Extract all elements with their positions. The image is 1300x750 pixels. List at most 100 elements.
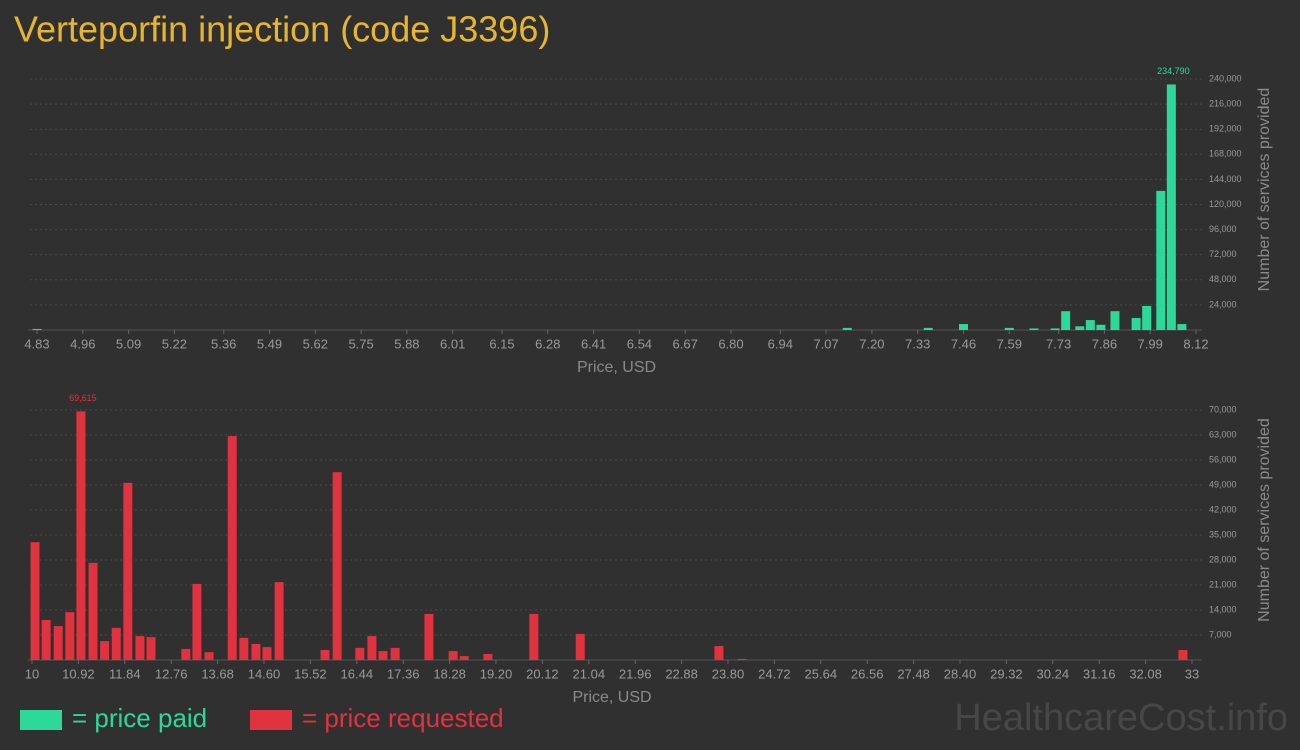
x-tick-label: 24.72	[758, 666, 791, 681]
x-tick-label: 7.20	[859, 336, 884, 351]
x-tick-label: 14.60	[248, 666, 281, 681]
bar	[1156, 190, 1166, 330]
bar	[1061, 311, 1071, 330]
x-tick-label: 18.28	[433, 666, 466, 681]
y-tick-label: 56,000	[1209, 454, 1237, 464]
y-tick-label: 49,000	[1209, 479, 1237, 489]
bar	[390, 647, 400, 660]
bar	[1142, 305, 1152, 330]
bar	[378, 651, 388, 660]
data-label: 234,790	[1157, 66, 1190, 76]
bar	[65, 612, 75, 660]
y-tick-label: 28,000	[1209, 554, 1237, 564]
bar	[88, 562, 98, 660]
bar	[204, 652, 214, 660]
x-tick-label: 11.84	[109, 666, 141, 681]
bar	[1004, 327, 1014, 330]
y-tick-label: 96,000	[1209, 224, 1237, 234]
y-tick-label: 120,000	[1209, 199, 1242, 209]
bar	[227, 436, 237, 660]
bar	[1131, 317, 1141, 330]
bar	[332, 472, 342, 660]
x-tick-label: 5.36	[211, 336, 236, 351]
x-tick-label: 6.01	[440, 336, 465, 351]
x-tick-label: 30.24	[1037, 666, 1070, 681]
x-tick-label: 29.32	[990, 666, 1023, 681]
y-tick-label: 216,000	[1209, 98, 1242, 108]
y-tick-label: 14,000	[1209, 604, 1237, 614]
x-tick-label: 5.75	[348, 336, 373, 351]
y-tick-label: 70,000	[1209, 404, 1237, 414]
x-tick-label: 20.12	[526, 666, 559, 681]
bar	[76, 411, 86, 660]
x-tick-label: 10	[25, 666, 39, 681]
x-tick-label: 6.67	[673, 336, 698, 351]
y-axis-title: Number of services provided	[1256, 88, 1273, 292]
y-tick-label: 42,000	[1209, 504, 1237, 514]
legend-label: = price paid	[72, 703, 207, 733]
bar	[181, 648, 191, 660]
x-tick-label: 7.73	[1046, 336, 1071, 351]
x-tick-label: 7.59	[997, 336, 1022, 351]
bar	[483, 653, 493, 660]
x-tick-label: 7.07	[813, 336, 838, 351]
y-tick-label: 72,000	[1209, 249, 1237, 259]
x-tick-label: 5.09	[116, 336, 141, 351]
bar	[737, 658, 747, 660]
x-tick-label: 7.99	[1138, 336, 1163, 351]
x-tick-label: 17.36	[387, 666, 420, 681]
y-tick-label: 63,000	[1209, 429, 1237, 439]
bar	[424, 613, 434, 660]
data-label: 69,615	[69, 393, 97, 403]
x-tick-label: 4.96	[70, 336, 95, 351]
y-tick-label: 21,000	[1209, 579, 1237, 589]
bar	[274, 582, 284, 660]
bar	[41, 620, 51, 660]
bar	[448, 651, 458, 660]
bar	[251, 643, 261, 660]
x-tick-label: 21.04	[573, 666, 606, 681]
x-tick-label: 25.64	[805, 666, 838, 681]
bar	[32, 328, 42, 330]
x-tick-label: 7.86	[1092, 336, 1117, 351]
bar	[1050, 328, 1060, 330]
bar	[575, 633, 585, 660]
bar	[529, 613, 539, 660]
x-tick-label: 5.22	[162, 336, 187, 351]
x-tick-label: 15.52	[294, 666, 327, 681]
x-tick-label: 22.88	[665, 666, 698, 681]
bar	[123, 482, 133, 660]
bar	[192, 583, 202, 660]
y-tick-label: 240,000	[1209, 73, 1242, 83]
x-tick-label: 26.56	[851, 666, 884, 681]
bar	[53, 626, 63, 660]
x-tick-label: 13.68	[201, 666, 234, 681]
x-tick-label: 33	[1185, 666, 1199, 681]
bar	[367, 636, 377, 660]
bar	[262, 647, 272, 660]
x-tick-label: 31.16	[1083, 666, 1116, 681]
x-tick-label: 8.12	[1183, 336, 1208, 351]
bar	[1177, 324, 1187, 330]
y-axis-title: Number of services provided	[1256, 418, 1273, 622]
bar	[1110, 311, 1120, 330]
bar	[135, 636, 145, 660]
x-tick-label: 6.94	[768, 336, 793, 351]
x-tick-label: 27.48	[897, 666, 930, 681]
legend-label: = price requested	[302, 703, 504, 733]
x-tick-label: 6.15	[489, 336, 514, 351]
legend-swatch	[20, 710, 62, 730]
x-tick-label: 5.88	[394, 336, 419, 351]
x-tick-label: 32.08	[1129, 666, 1162, 681]
bar	[459, 656, 469, 660]
bar	[30, 542, 40, 660]
x-axis-title: Price, USD	[572, 689, 651, 706]
bar	[1085, 320, 1095, 330]
legend-swatch	[250, 710, 292, 730]
bar	[1029, 328, 1039, 330]
x-tick-label: 7.46	[951, 336, 976, 351]
x-tick-label: 6.80	[718, 336, 743, 351]
bar	[958, 324, 968, 330]
